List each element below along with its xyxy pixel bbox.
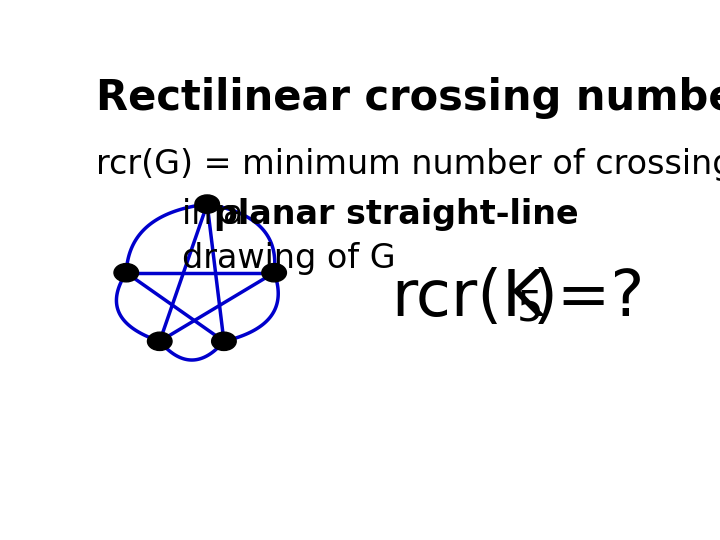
Text: rcr(K: rcr(K bbox=[392, 267, 544, 329]
Text: 5: 5 bbox=[517, 287, 544, 329]
Circle shape bbox=[262, 264, 287, 282]
Text: drawing of G: drawing of G bbox=[182, 241, 396, 274]
Text: )=?: )=? bbox=[533, 267, 645, 329]
Circle shape bbox=[195, 195, 220, 213]
Text: rcr(G) = minimum number of crossings: rcr(G) = minimum number of crossings bbox=[96, 148, 720, 181]
Text: in a: in a bbox=[182, 198, 254, 231]
Circle shape bbox=[148, 332, 172, 350]
Text: planar straight-line: planar straight-line bbox=[215, 198, 579, 231]
Circle shape bbox=[212, 332, 236, 350]
Circle shape bbox=[114, 264, 138, 282]
Text: Rectilinear crossing number: Rectilinear crossing number bbox=[96, 77, 720, 119]
